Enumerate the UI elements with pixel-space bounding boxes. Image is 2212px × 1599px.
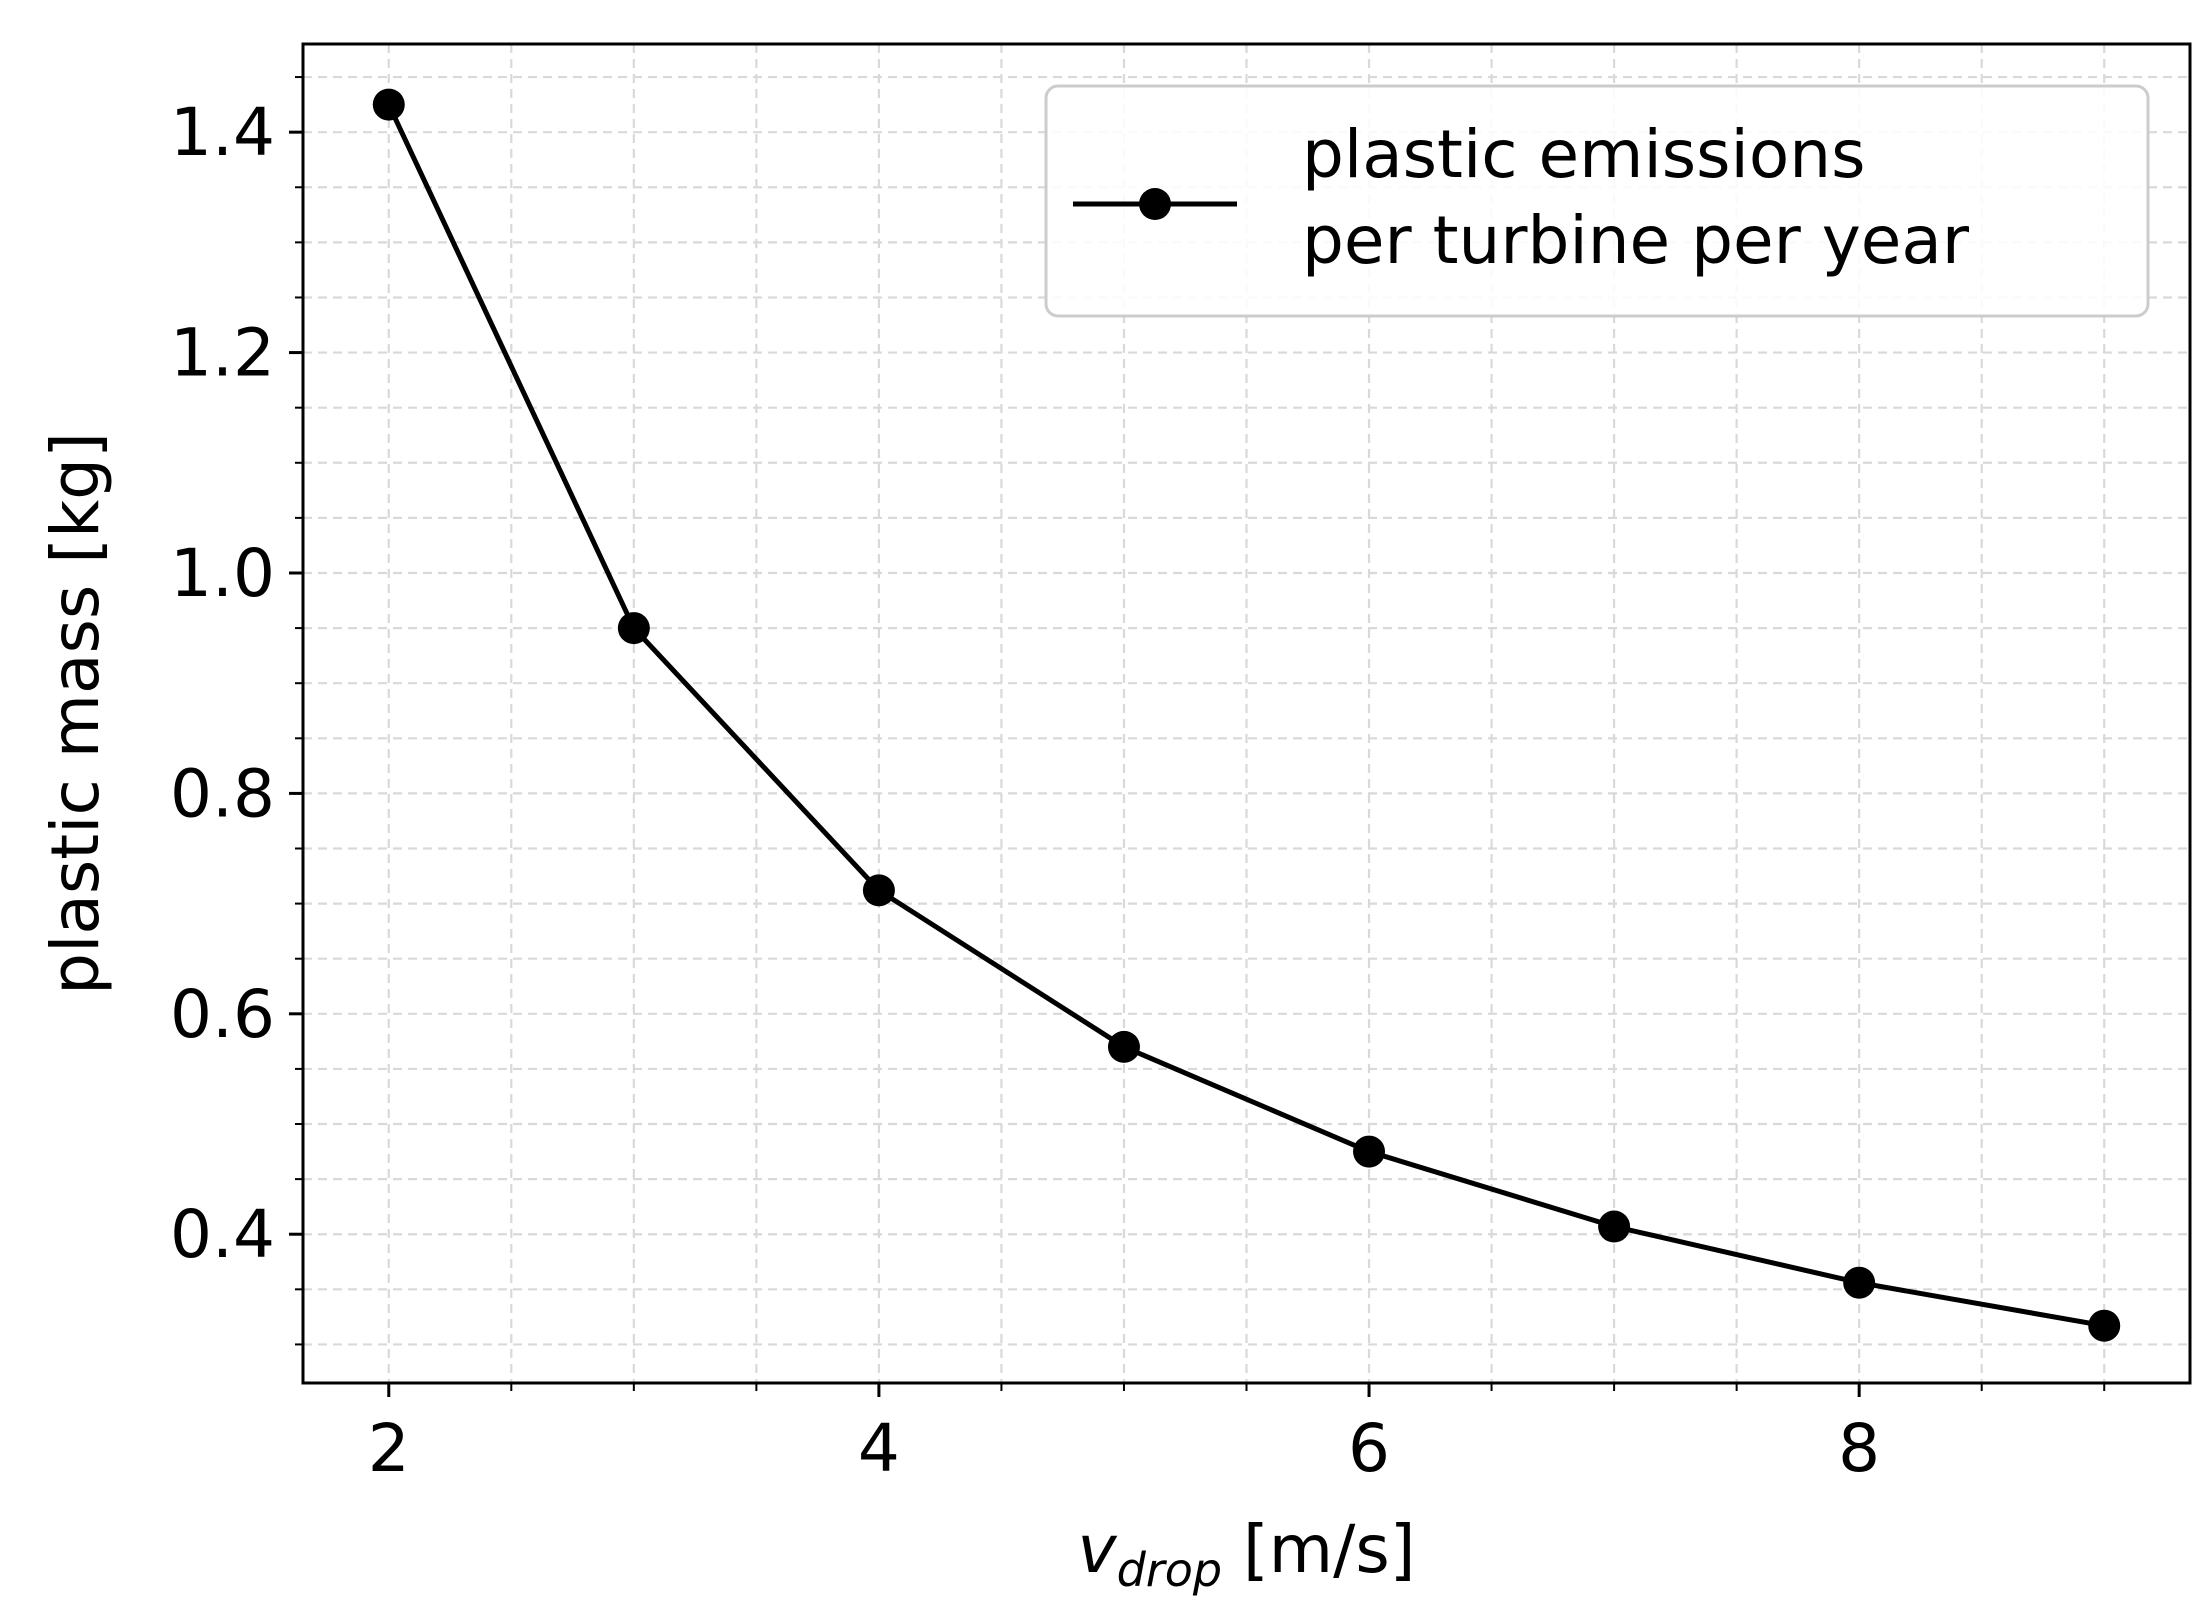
data-point bbox=[1107, 1030, 1140, 1063]
y-axis-label: plastic mass [kg] bbox=[37, 432, 114, 995]
grid bbox=[303, 44, 2190, 1383]
legend-label: plastic emissions per turbine per year bbox=[1302, 116, 1970, 279]
x-tick-label: 4 bbox=[858, 1410, 900, 1487]
series bbox=[372, 88, 2121, 1342]
plot-frame bbox=[301, 42, 2192, 1385]
axis-labels: plastic mass [kg] vdrop [m/s] bbox=[37, 432, 1415, 1597]
data-point bbox=[862, 874, 895, 907]
y-tick-label: 1.4 bbox=[170, 94, 275, 171]
data-point bbox=[2088, 1309, 2121, 1342]
axis-ticks: 2 4 6 8 0.4 0.6 0.8 1.0 1.2 1.4 bbox=[170, 76, 2106, 1487]
x-tick-label: 8 bbox=[1838, 1410, 1880, 1487]
data-point bbox=[617, 612, 650, 645]
legend-marker bbox=[1139, 188, 1171, 220]
y-tick-label: 0.8 bbox=[170, 755, 275, 832]
data-point bbox=[1353, 1135, 1386, 1168]
x-tick-label: 6 bbox=[1348, 1410, 1390, 1487]
y-tick-label: 1.2 bbox=[170, 315, 275, 392]
y-tick-label: 0.6 bbox=[170, 976, 275, 1053]
data-point bbox=[1843, 1266, 1876, 1299]
x-tick-label: 2 bbox=[368, 1410, 410, 1487]
y-tick-label: 1.0 bbox=[170, 535, 275, 612]
data-point bbox=[1598, 1210, 1631, 1243]
legend-box bbox=[1044, 84, 2150, 318]
series-line bbox=[386, 103, 2105, 1329]
y-tick-label: 0.4 bbox=[170, 1196, 275, 1273]
data-point bbox=[372, 88, 405, 121]
legend: plastic emissions per turbine per year bbox=[1044, 84, 2150, 318]
x-axis-label: vdrop [m/s] bbox=[1078, 1511, 1416, 1597]
